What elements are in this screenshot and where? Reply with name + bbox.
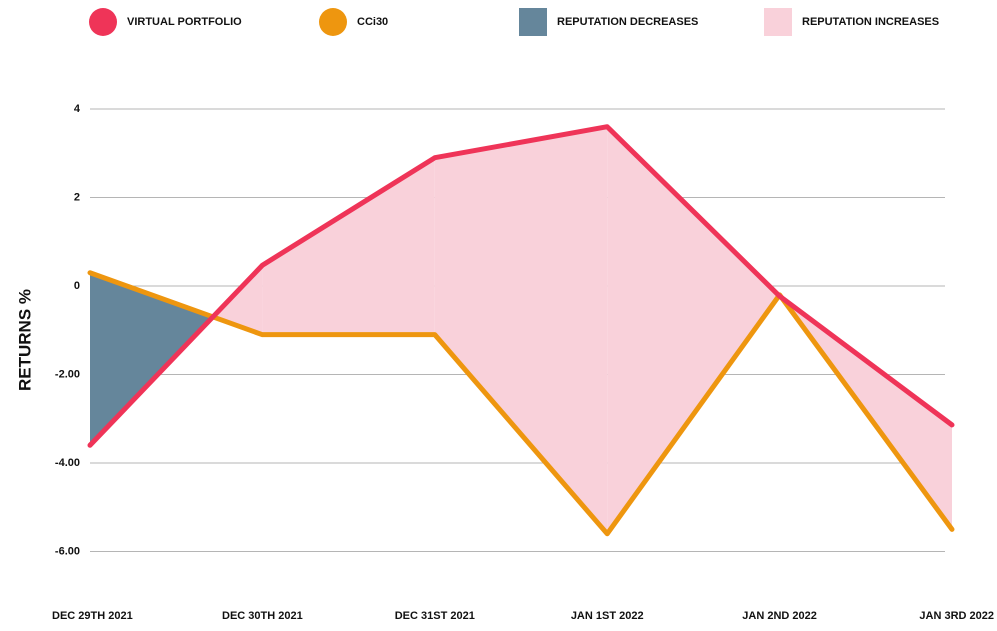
- legend-swatch: [319, 8, 347, 36]
- series-line: [87, 270, 955, 537]
- fill-area: [262, 157, 435, 335]
- series-line: [87, 124, 955, 448]
- legend-label: CCi30: [357, 16, 388, 28]
- x-tick-label: DEC 29TH 2021: [52, 610, 133, 622]
- x-tick-label: JAN 1ST 2022: [571, 610, 644, 622]
- x-tick-label: JAN 2ND 2022: [742, 610, 817, 622]
- fill-area: [434, 126, 608, 534]
- legend-label: REPUTATION INCREASES: [802, 16, 939, 28]
- legend-swatch: [764, 8, 792, 36]
- x-tick-label: JAN 3RD 2022: [919, 610, 994, 622]
- fill-area: [607, 126, 780, 534]
- y-axis-label: RETURNS %: [15, 289, 34, 391]
- legend-label: VIRTUAL PORTFOLIO: [127, 16, 242, 28]
- y-tick-label: -4.00: [55, 457, 80, 469]
- fill-area: [90, 272, 213, 446]
- y-tick-label: -2.00: [55, 368, 80, 380]
- x-tick-label: DEC 31ST 2021: [395, 610, 475, 622]
- legend-label: REPUTATION DECREASES: [557, 16, 698, 28]
- y-tick-label: -6.00: [55, 545, 80, 557]
- legend-swatch: [519, 8, 547, 36]
- y-tick-label: 4: [74, 103, 81, 115]
- x-tick-label: DEC 30TH 2021: [222, 610, 303, 622]
- y-tick-label: 0: [74, 280, 80, 292]
- fill-area: [212, 265, 263, 335]
- legend-swatch: [89, 8, 117, 36]
- y-tick-label: 2: [74, 191, 80, 203]
